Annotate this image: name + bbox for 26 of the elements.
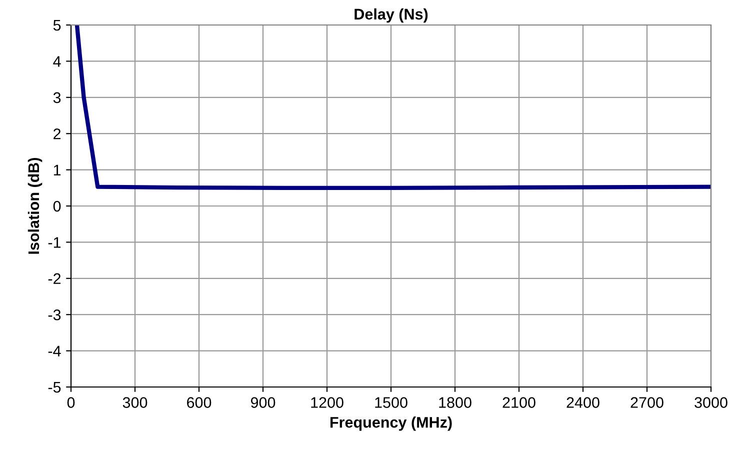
- x-tick-label: 1200: [311, 397, 344, 408]
- x-tick-label: 1500: [375, 397, 408, 408]
- x-tick-label: 2700: [630, 397, 664, 408]
- x-tick-label: 1800: [439, 397, 472, 408]
- y-tick-label: 5: [53, 20, 61, 31]
- line-series: [74, 25, 711, 190]
- x-axis-title: Frequency (MHz): [330, 416, 452, 431]
- x-tick-label: 3000: [694, 397, 728, 408]
- y-tick-label: 4: [53, 56, 61, 67]
- x-tick-label: 600: [187, 397, 212, 408]
- y-tick-label: -4: [48, 346, 61, 356]
- x-tick-label: 2100: [502, 397, 536, 408]
- y-tick-label: -2: [48, 273, 61, 284]
- y-axis-title: Isolation (dB): [28, 158, 42, 254]
- y-tick-label: -5: [48, 382, 61, 393]
- y-tick-label: 3: [53, 92, 61, 104]
- y-tick-label: 0: [53, 200, 61, 212]
- y-tick-label: -1: [48, 237, 61, 248]
- x-tick-label: 900: [250, 397, 276, 408]
- x-tick-label: 300: [122, 397, 148, 408]
- chart-title: Delay (Ns): [354, 8, 428, 23]
- x-tick-label: 2400: [566, 397, 600, 408]
- y-tick-label: 1: [54, 164, 61, 176]
- x-tick-label: 0: [67, 397, 75, 408]
- y-tick-label: -3: [48, 309, 61, 320]
- y-tick-label: 2: [54, 128, 61, 140]
